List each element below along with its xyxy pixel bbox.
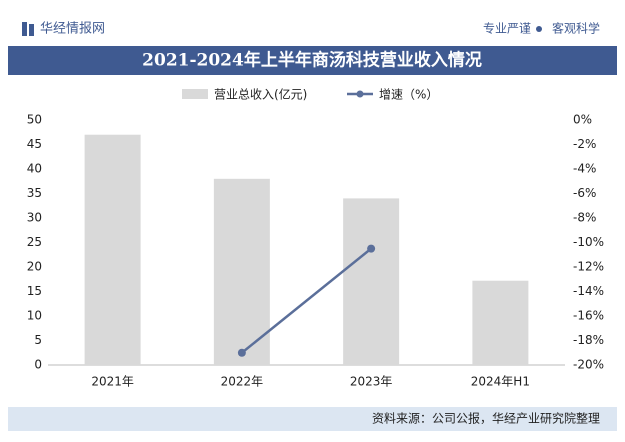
bar (343, 198, 400, 365)
brand: 华经情报网 (40, 22, 105, 37)
line-marker (237, 348, 246, 357)
y-tick-label: 35 (27, 186, 42, 200)
y-tick-label: 10 (27, 309, 42, 323)
y2-tick-label: -20% (573, 358, 604, 372)
y-tick-label: 40 (27, 162, 42, 176)
y-tick-label: 0 (34, 358, 42, 372)
source: 资料来源：公司公报，华经产业研究院整理 (372, 411, 600, 426)
bar (472, 280, 529, 365)
y2-tick-label: 0% (573, 113, 592, 127)
chart-title: 2021-2024年上半年商汤科技营业收入情况 (142, 50, 482, 71)
logo (22, 22, 27, 36)
x-tick-label: 2024年H1 (471, 375, 530, 389)
x-tick-label: 2023年 (350, 375, 393, 389)
bar (84, 134, 141, 365)
y-tick-label: 30 (27, 211, 42, 225)
logo (29, 24, 34, 36)
slogan: 客观科学 (552, 21, 600, 36)
title-band (8, 46, 617, 75)
y2-tick-label: -16% (573, 309, 604, 323)
y-tick-label: 5 (34, 333, 42, 347)
y2-tick-label: -14% (573, 284, 604, 298)
x-tick-label: 2022年 (221, 375, 264, 389)
legend-swatch (182, 89, 208, 99)
y-tick-label: 15 (27, 284, 42, 298)
legend-label: 增速（%） (379, 88, 438, 102)
y-tick-label: 45 (27, 137, 42, 151)
y2-tick-label: -10% (573, 235, 604, 249)
x-tick-label: 2021年 (91, 375, 134, 389)
bar (213, 178, 270, 365)
line (241, 247, 372, 354)
slogan: 专业严谨 (483, 21, 531, 36)
dot (536, 26, 542, 32)
y2-tick-label: -18% (573, 333, 604, 347)
y2-tick-label: -4% (573, 162, 596, 176)
footer-band (8, 407, 617, 431)
y2-tick-label: -2% (573, 137, 596, 151)
y-tick-label: 20 (27, 260, 42, 274)
legend-label: 营业总收入(亿元) (214, 87, 307, 102)
y-tick-label: 25 (27, 235, 42, 249)
y2-tick-label: -12% (573, 260, 604, 274)
y2-tick-label: -8% (573, 211, 596, 225)
y2-tick-label: -6% (573, 186, 596, 200)
y-tick-label: 50 (27, 113, 42, 127)
line-marker (367, 244, 376, 253)
legend-swatch (356, 90, 364, 98)
